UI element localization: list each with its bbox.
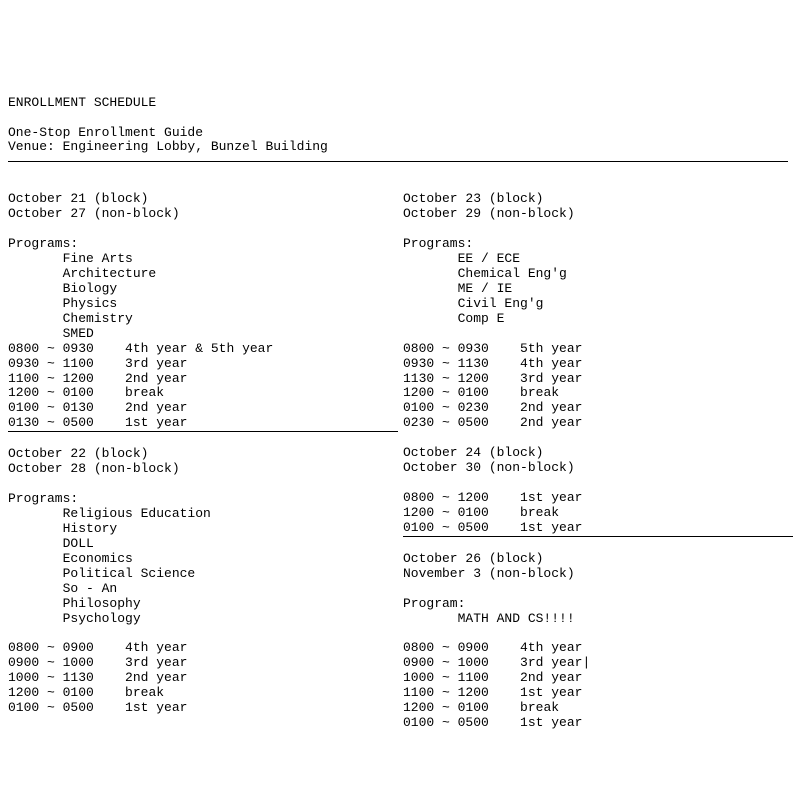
slot-label: break [520, 385, 559, 400]
two-column-layout: October 21 (block) October 27 (non-block… [8, 177, 788, 731]
slot-time: 0230 ~ 0500 [403, 415, 489, 430]
slot-label: 5th year [520, 341, 582, 356]
program-item: Physics [63, 296, 118, 311]
slot-label: 2nd year [125, 400, 187, 415]
program-item: EE / ECE [458, 251, 520, 266]
program-item: So - An [63, 581, 118, 596]
slot-time: 0800 ~ 0930 [403, 341, 489, 356]
date-nonblock: October 27 (non-block) [8, 206, 180, 221]
slot-time: 0100 ~ 0500 [403, 520, 489, 535]
program-item: Political Science [63, 566, 196, 581]
slot-label: 2nd year [520, 670, 582, 685]
program-item: Architecture [63, 266, 157, 281]
slot-time: 1000 ~ 1100 [403, 670, 489, 685]
subtitle: One-Stop Enrollment Guide [8, 125, 203, 140]
slot-time: 0900 ~ 1000 [8, 655, 94, 670]
slot-time: 1200 ~ 0100 [8, 385, 94, 400]
programs-label: Programs: [8, 491, 78, 506]
date-nonblock: October 28 (non-block) [8, 461, 180, 476]
slot-time: 1130 ~ 1200 [403, 371, 489, 386]
slot-label: 4th year [520, 356, 582, 371]
slot-label: 1st year [125, 415, 187, 430]
slot-time: 0800 ~ 0900 [403, 640, 489, 655]
slot-time: 1000 ~ 1130 [8, 670, 94, 685]
document-root: ENROLLMENT SCHEDULE One-Stop Enrollment … [0, 75, 800, 728]
slot-time: 1100 ~ 1200 [403, 685, 489, 700]
program-item: SMED [63, 326, 94, 341]
divider [8, 431, 398, 432]
program-item: Chemistry [63, 311, 133, 326]
date-block: October 21 (block) [8, 191, 148, 206]
slot-time: 0800 ~ 1200 [403, 490, 489, 505]
slot-time: 1100 ~ 1200 [8, 371, 94, 386]
slot-label: 2nd year [520, 400, 582, 415]
slot-time: 0930 ~ 1100 [8, 356, 94, 371]
slot-label: 3rd year| [520, 655, 590, 670]
slot-label: 2nd year [125, 371, 187, 386]
slot-label: 4th year [520, 640, 582, 655]
program-item: Chemical Eng'g [458, 266, 567, 281]
divider [403, 536, 793, 537]
date-nonblock: October 29 (non-block) [403, 206, 575, 221]
slot-time: 0900 ~ 1000 [403, 655, 489, 670]
program-item: Fine Arts [63, 251, 133, 266]
program-item: Religious Education [63, 506, 211, 521]
program-item: Civil Eng'g [458, 296, 544, 311]
venue-line: Venue: Engineering Lobby, Bunzel Buildin… [8, 139, 328, 154]
date-nonblock: October 30 (non-block) [403, 460, 575, 475]
slot-time: 0930 ~ 1130 [403, 356, 489, 371]
slot-time: 0100 ~ 0230 [403, 400, 489, 415]
slot-label: 3rd year [125, 356, 187, 371]
program-item: Psychology [63, 611, 141, 626]
slot-label: break [125, 385, 164, 400]
slot-time: 1200 ~ 0100 [8, 685, 94, 700]
programs-label: Programs: [8, 236, 78, 251]
slot-time: 0100 ~ 0130 [8, 400, 94, 415]
program-label: Program: [403, 596, 465, 611]
slot-label: 4th year & 5th year [125, 341, 273, 356]
slot-time: 0100 ~ 0500 [403, 715, 489, 730]
page-title: ENROLLMENT SCHEDULE [8, 95, 156, 110]
date-block: October 24 (block) [403, 445, 543, 460]
left-column: October 21 (block) October 27 (non-block… [8, 177, 403, 731]
slot-label: 2nd year [125, 670, 187, 685]
program-item: History [63, 521, 118, 536]
slot-label: 4th year [125, 640, 187, 655]
slot-label: break [520, 505, 559, 520]
slot-time: 0100 ~ 0500 [8, 700, 94, 715]
slot-label: break [520, 700, 559, 715]
program-item: Economics [63, 551, 133, 566]
program-item: Biology [63, 281, 118, 296]
slot-label: 1st year [520, 715, 582, 730]
programs-label: Programs: [403, 236, 473, 251]
slot-label: 1st year [520, 490, 582, 505]
slot-time: 0800 ~ 0900 [8, 640, 94, 655]
divider [8, 161, 788, 162]
program-item: Comp E [458, 311, 505, 326]
slot-time: 0130 ~ 0500 [8, 415, 94, 430]
program-item: Philosophy [63, 596, 141, 611]
slot-label: 2nd year [520, 415, 582, 430]
slot-label: 3rd year [520, 371, 582, 386]
slot-time: 1200 ~ 0100 [403, 385, 489, 400]
program-item: ME / IE [458, 281, 513, 296]
date-block: October 22 (block) [8, 446, 148, 461]
slot-time: 0800 ~ 0930 [8, 341, 94, 356]
slot-label: break [125, 685, 164, 700]
slot-label: 1st year [520, 685, 582, 700]
program-item: MATH AND CS!!!! [458, 611, 575, 626]
program-item: DOLL [63, 536, 94, 551]
slot-label: 3rd year [125, 655, 187, 670]
date-block: October 23 (block) [403, 191, 543, 206]
date-block: October 26 (block) [403, 551, 543, 566]
date-nonblock: November 3 (non-block) [403, 566, 575, 581]
slot-label: 1st year [520, 520, 582, 535]
right-column: October 23 (block) October 29 (non-block… [403, 177, 788, 731]
slot-time: 1200 ~ 0100 [403, 700, 489, 715]
slot-label: 1st year [125, 700, 187, 715]
slot-time: 1200 ~ 0100 [403, 505, 489, 520]
